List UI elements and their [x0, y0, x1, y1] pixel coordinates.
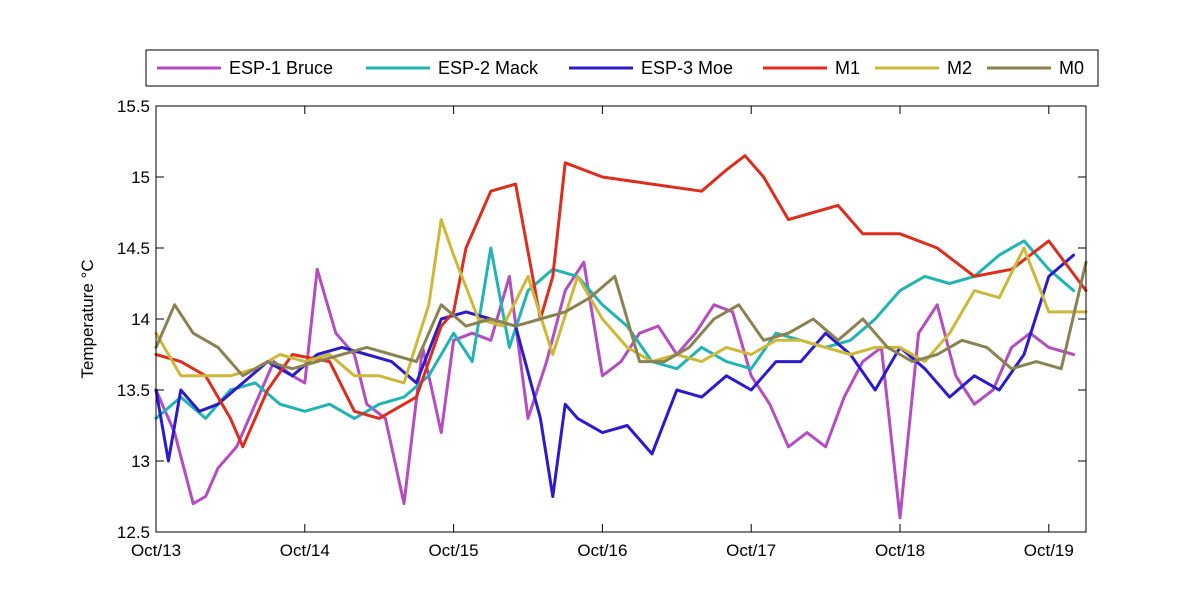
legend-label-m0: M0 — [1059, 58, 1084, 78]
legend-label-esp-2-mack: ESP-2 Mack — [438, 58, 539, 78]
series-line-esp-2-mack — [154, 239, 1076, 420]
legend: ESP-1 Bruce ESP-2 Mack ESP-3 Moe M1 M2 M0 — [145, 49, 1099, 87]
x-tick-label: Oct/14 — [280, 541, 330, 560]
series-line-m0 — [154, 260, 1088, 378]
x-tick-label: Oct/18 — [875, 541, 925, 560]
legend-label-esp-1-bruce: ESP-1 Bruce — [229, 58, 333, 78]
x-tick-label: Oct/16 — [577, 541, 627, 560]
series-line-esp-1-bruce — [154, 260, 1076, 520]
legend-label-esp-3-moe: ESP-3 Moe — [641, 58, 733, 78]
x-tick-label: Oct/17 — [726, 541, 776, 560]
x-tick-label: Oct/19 — [1024, 541, 1074, 560]
y-axis-label: Temperature °C — [78, 259, 97, 378]
legend-label-m1: M1 — [835, 58, 860, 78]
y-tick-label: 15.5 — [117, 97, 150, 116]
series-line-m2 — [154, 218, 1088, 385]
y-tick-label: 12.5 — [117, 523, 150, 542]
series-layer — [154, 154, 1088, 520]
x-tick-label: Oct/13 — [131, 541, 181, 560]
x-tick-label: Oct/15 — [429, 541, 479, 560]
y-tick-label: 13 — [131, 452, 150, 471]
y-tick-label: 14 — [131, 310, 150, 329]
y-tick-label: 13.5 — [117, 381, 150, 400]
series-line-esp-3-moe — [154, 253, 1076, 498]
y-tick-label: 15 — [131, 168, 150, 187]
y-tick-label: 14.5 — [117, 239, 150, 258]
legend-label-m2: M2 — [947, 58, 972, 78]
ticks-layer: 12.5 13 13.5 14 14.5 15 15.5 Oct/13 Oct/14 Oct/15… — [117, 97, 1086, 560]
